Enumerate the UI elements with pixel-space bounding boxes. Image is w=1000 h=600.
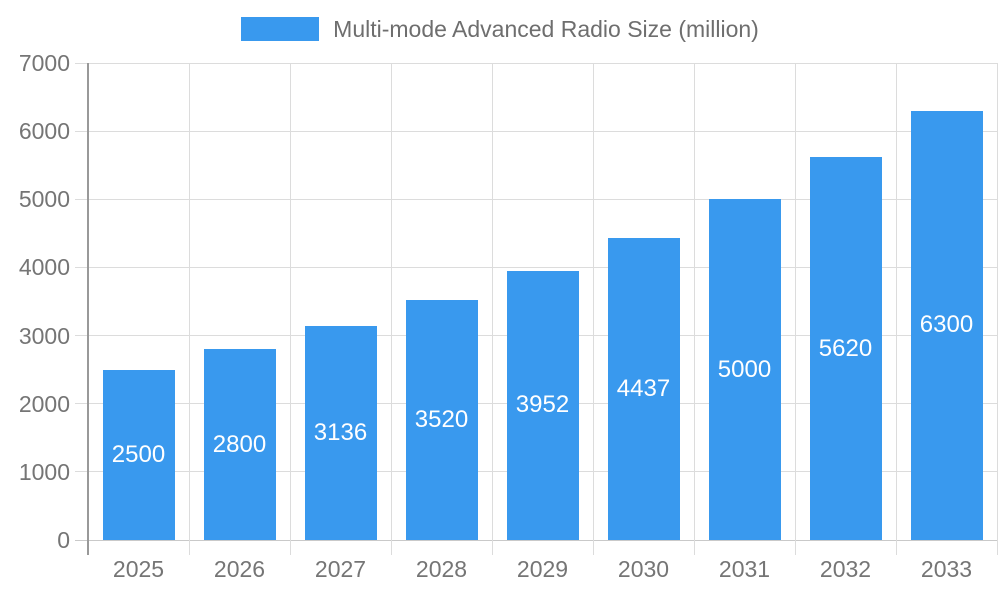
y-tick-label: 3000 [18,322,70,349]
y-tick-label: 7000 [18,50,70,76]
x-gridline [996,63,998,555]
y-gridline [75,198,997,200]
bar[interactable] [910,110,983,540]
y-gridline [75,266,997,268]
bar-value-label: 5620 [818,334,873,362]
bar-value-label: 3136 [313,419,368,447]
bar-value-label: 5000 [717,355,772,383]
bar-value-label: 4437 [616,374,671,402]
bar[interactable] [102,369,175,540]
y-tick-label: 4000 [18,254,70,281]
x-gridline [794,63,796,555]
x-gridline [188,63,190,555]
x-gridline [491,63,493,555]
x-tick-label: 2033 [920,556,973,582]
x-gridline [895,63,897,555]
bar-value-label: 2800 [212,430,267,458]
x-tick-label: 2028 [415,556,468,582]
bar-value-label: 6300 [919,311,974,339]
bar[interactable] [506,270,579,540]
x-gridline [592,63,594,555]
bar[interactable] [304,326,377,540]
x-tick-label: 2030 [617,556,670,582]
bar[interactable] [607,237,680,540]
legend[interactable]: Multi-mode Advanced Radio Size (million) [0,16,1000,42]
bar-value-label: 3520 [414,406,469,434]
bar-value-label: 3952 [515,391,570,419]
y-tick-label: 6000 [18,118,70,145]
x-tick-label: 2027 [314,556,367,582]
y-tick-label: 5000 [18,186,70,213]
legend-swatch-icon [241,17,320,41]
x-tick-label: 2029 [516,556,569,582]
x-tick-label: 2026 [213,556,266,582]
bar[interactable] [405,300,478,540]
bar-value-label: 2500 [111,440,166,468]
y-tick-label: 1000 [18,458,70,485]
y-gridline [75,130,997,132]
x-gridline [390,63,392,555]
y-gridline [75,62,997,64]
bar[interactable] [708,199,781,540]
x-gridline [289,63,291,555]
legend-label: Multi-mode Advanced Radio Size (million) [333,16,759,42]
y-tick-label: 2000 [18,390,70,417]
y-tick-label: 0 [57,527,70,553]
x-gridline [693,63,695,555]
bar[interactable] [203,349,276,540]
x-tick-label: 2032 [819,556,872,582]
y-gridline [75,539,997,541]
x-tick-label: 2031 [718,556,771,582]
x-tick-label: 2025 [112,556,165,582]
bar[interactable] [809,157,882,540]
y-axis-line [87,63,89,555]
